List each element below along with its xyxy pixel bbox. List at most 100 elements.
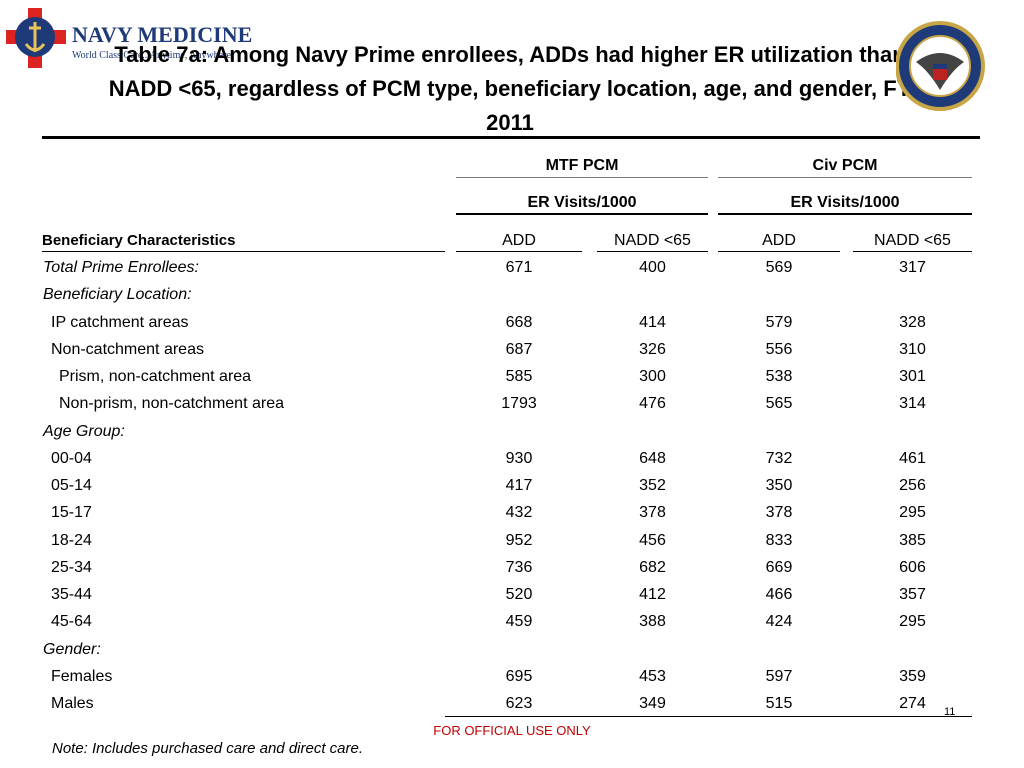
cell-value: 300 <box>639 368 666 385</box>
rule <box>42 251 445 252</box>
cell-value: 669 <box>765 558 793 576</box>
cell-value: 385 <box>899 531 926 549</box>
cell-value: 682 <box>639 558 666 576</box>
cell-value: 328 <box>899 313 926 331</box>
cell-value: 565 <box>765 395 793 413</box>
rule <box>456 177 708 178</box>
cell-value: 359 <box>899 667 926 685</box>
cell-value: 671 <box>505 259 533 276</box>
cell-value: 623 <box>505 695 533 712</box>
row-label: Beneficiary Location: <box>43 286 192 304</box>
cell-value: 256 <box>899 477 926 494</box>
cell-value: 314 <box>899 395 926 413</box>
column-header: NADD <65 <box>614 232 691 249</box>
note: Note: Includes purchased care and direct… <box>52 740 364 757</box>
page-number: 11 <box>944 706 956 718</box>
logo-icon <box>6 8 66 68</box>
rule <box>456 251 582 252</box>
row-label: 18-24 <box>51 531 92 549</box>
row-label: IP catchment areas <box>51 313 189 331</box>
row-label: Non-prism, non-catchment area <box>59 395 284 413</box>
cell-value: 520 <box>505 586 533 603</box>
row-label: 35-44 <box>51 586 92 603</box>
column-header: NADD <65 <box>874 232 951 249</box>
cell-value: 388 <box>639 613 666 631</box>
cell-value: 412 <box>639 586 666 603</box>
cell-value: 585 <box>505 368 533 385</box>
rule <box>718 251 840 252</box>
row-label: Total Prime Enrollees: <box>43 259 199 276</box>
cell-value: 606 <box>899 558 926 576</box>
cell-value: 466 <box>765 586 793 603</box>
row-label: Females <box>51 667 113 685</box>
rule <box>597 251 708 252</box>
row-label: Non-catchment areas <box>51 340 204 358</box>
row-label: 00-04 <box>51 449 92 467</box>
column-header: ADD <box>762 232 796 249</box>
cell-value: 668 <box>505 313 533 331</box>
cell-value: 417 <box>505 477 533 494</box>
row-label: 45-64 <box>51 613 92 631</box>
cell-value: 274 <box>899 695 926 712</box>
cell-value: 930 <box>505 449 533 467</box>
cell-value: 357 <box>899 586 926 603</box>
logo-tagline: World Class Care...Anytime, Anywhere <box>72 50 231 61</box>
cell-value: 736 <box>505 558 533 576</box>
title-rule <box>42 136 980 139</box>
rule <box>718 213 972 215</box>
cell-value: 378 <box>765 504 793 522</box>
rule <box>718 177 972 178</box>
cell-value: 579 <box>765 313 793 331</box>
row-label: Gender: <box>43 640 101 658</box>
cell-value: 352 <box>639 477 666 494</box>
cell-value: 461 <box>899 449 926 467</box>
cell-value: 597 <box>765 667 793 685</box>
cell-value: 350 <box>765 477 793 494</box>
cell-value: 687 <box>505 340 533 358</box>
cell-value: 648 <box>639 449 666 467</box>
subgroup-header: ER Visits/1000 <box>790 194 900 211</box>
slide-title: Table 7a: Among Navy Prime enrollees, AD… <box>108 42 912 135</box>
cell-value: 515 <box>765 695 793 712</box>
cell-value: 326 <box>639 340 666 358</box>
cell-value: 476 <box>639 395 666 413</box>
row-label: 05-14 <box>51 477 92 494</box>
row-label: 15-17 <box>51 504 92 522</box>
cell-value: 295 <box>899 613 926 631</box>
cell-value: 569 <box>765 259 793 276</box>
group-header: MTF PCM <box>545 157 619 174</box>
cell-value: 295 <box>899 504 926 522</box>
row-label: Age Group: <box>43 422 125 440</box>
row-label: 25-34 <box>51 558 92 576</box>
cell-value: 538 <box>765 368 793 385</box>
cell-value: 414 <box>639 313 666 331</box>
cell-value: 952 <box>505 531 533 549</box>
cell-value: 432 <box>505 504 533 522</box>
rule <box>445 716 972 717</box>
cell-value: 456 <box>639 531 666 549</box>
cell-value: 556 <box>765 340 793 358</box>
row-label: Prism, non-catchment area <box>59 368 252 385</box>
column-header: ADD <box>502 232 536 249</box>
logo-text: NAVY MEDICINE <box>72 22 253 47</box>
cell-value: 459 <box>505 613 533 631</box>
cell-value: 424 <box>765 613 793 631</box>
row-label: Males <box>51 695 94 712</box>
group-header: Civ PCM <box>812 157 878 174</box>
cell-value: 400 <box>639 259 666 276</box>
column-header: Beneficiary Characteristics <box>42 232 236 249</box>
rule <box>853 251 972 252</box>
cell-value: 695 <box>505 667 533 685</box>
cell-value: 378 <box>639 504 666 522</box>
subgroup-header: ER Visits/1000 <box>527 194 637 211</box>
cell-value: 833 <box>765 531 793 549</box>
cell-value: 453 <box>639 667 666 685</box>
seal <box>896 21 985 111</box>
rule <box>456 213 708 215</box>
cell-value: 732 <box>765 449 793 467</box>
cell-value: 1793 <box>501 395 537 413</box>
cell-value: 310 <box>899 340 926 358</box>
classification: FOR OFFICIAL USE ONLY <box>433 723 591 738</box>
cell-value: 301 <box>899 368 926 385</box>
